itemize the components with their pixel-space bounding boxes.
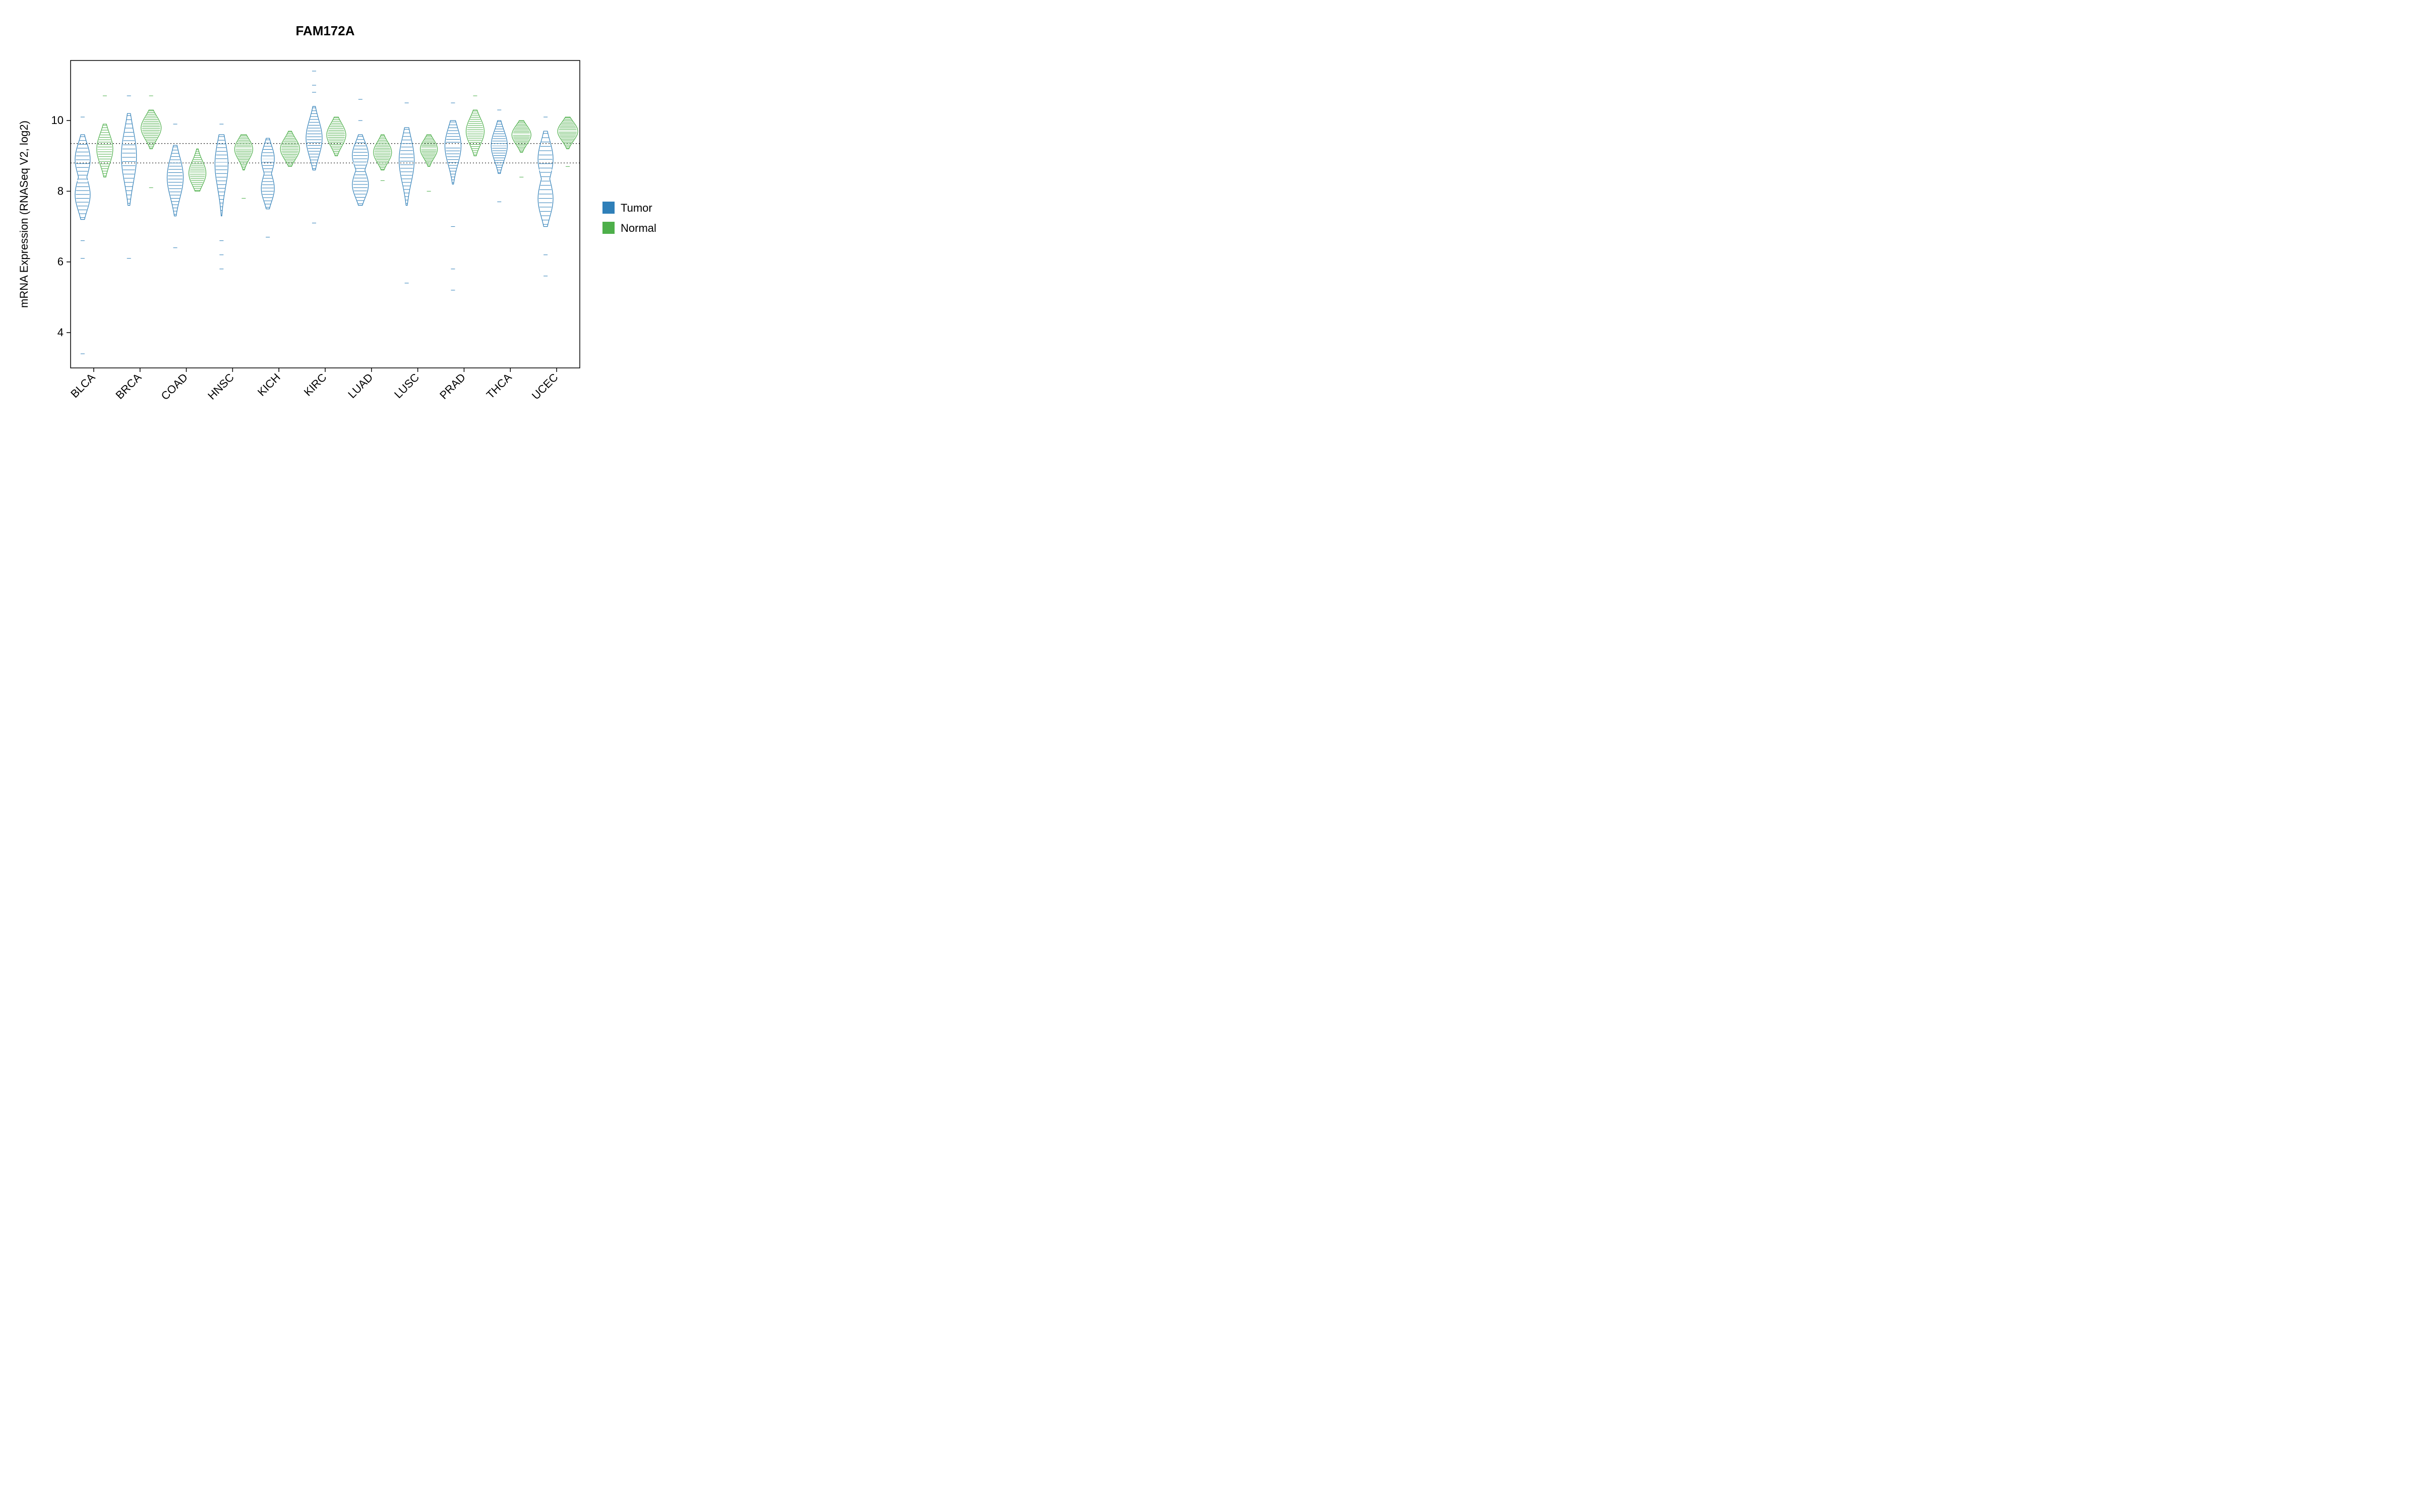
violin-chart: FAM172A 4 6 8 10 mRNA Expression (RNASeq V2, … [0,0,726,454]
legend-label-tumor: Tumor [621,202,652,214]
legend-swatch-tumor [602,202,615,214]
violin-normal [97,124,113,177]
violin-normal [466,110,485,156]
violin-normal [420,135,438,166]
x-tick-label: THCA [484,371,514,401]
violin-normal [327,117,346,156]
x-tick-label: PRAD [437,371,468,402]
y-tick-label: 8 [57,184,64,197]
legend-swatch-normal [602,222,615,234]
x-tick-label: BLCA [68,371,98,401]
legend-label-normal: Normal [621,222,656,234]
violin-tumor [399,128,414,205]
x-tick-label: COAD [158,371,190,403]
x-tick-label: KIRC [301,371,329,399]
chart-title: FAM172A [295,23,354,38]
y-tick-label: 6 [57,256,64,268]
violin-tumor [491,120,507,173]
x-tick-label: LUSC [392,371,421,401]
violin-tumor [122,113,137,205]
x-tick-label: HNSC [205,371,236,402]
violin-tumor [538,131,553,226]
violin-normal [189,149,206,191]
plot-area [71,60,580,368]
x-tick-label: LUAD [345,371,375,401]
y-tick-label: 10 [51,114,64,127]
violin-tumor [261,138,274,209]
violin-normal [141,110,161,149]
x-tick-label: UCEC [529,371,561,402]
violin-normal [558,117,578,149]
x-tick-label: BRCA [113,371,144,402]
chart-container: FAM172A 4 6 8 10 mRNA Expression (RNASeq V2, … [0,0,726,454]
violin-normal [234,135,253,170]
violin-tumor [215,135,228,216]
violin-tumor [75,135,90,219]
violin-tumor [445,120,461,184]
violin-normal [512,120,531,152]
x-tick-label: KICH [255,371,283,399]
violin-tumor [167,145,184,216]
y-axis-label: mRNA Expression (RNASeq V2, log2) [18,120,30,308]
y-tick-label: 4 [57,326,64,339]
violin-tumor [352,135,369,205]
